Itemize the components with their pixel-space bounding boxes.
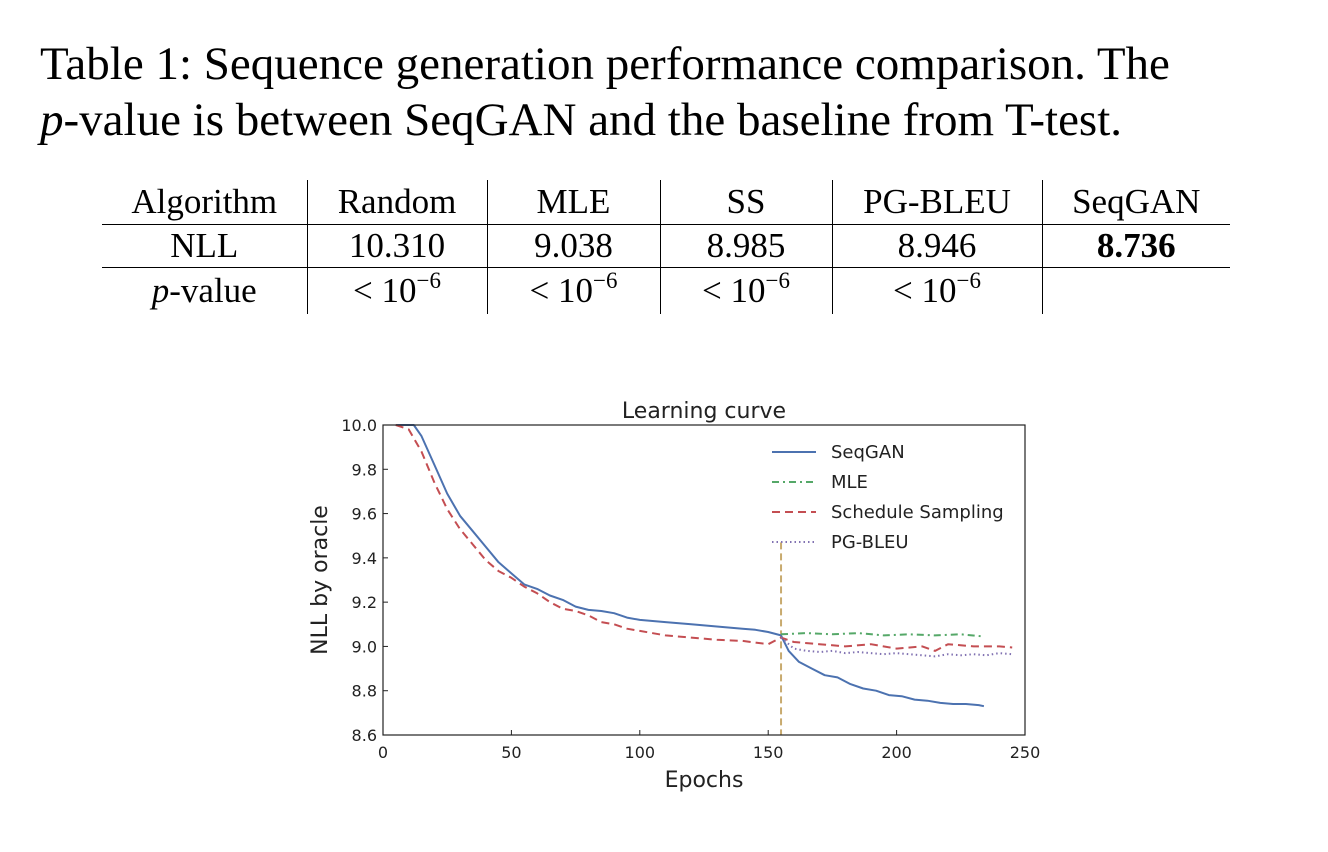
p-value-exponent: −6 bbox=[593, 268, 618, 293]
nll-ss: 8.985 bbox=[659, 224, 832, 268]
caption-p-symbol: p bbox=[40, 94, 64, 146]
table-row-p-value: p-value < 10−6 < 10−6 < 10−6 < 10−6 bbox=[102, 267, 1230, 315]
x-tick-label: 100 bbox=[625, 743, 656, 762]
p-value-seqgan bbox=[1041, 267, 1230, 314]
p-value-exponent: −6 bbox=[765, 268, 790, 293]
y-tick-label: 8.6 bbox=[352, 726, 377, 745]
p-value-pg-bleu: < 10−6 bbox=[831, 267, 1042, 314]
p-value-suffix: -value bbox=[169, 271, 257, 310]
y-tick-label: 9.4 bbox=[352, 549, 377, 568]
p-value-base: < 10 bbox=[702, 271, 766, 310]
p-value-exponent: −6 bbox=[956, 268, 981, 293]
p-value-base: < 10 bbox=[893, 271, 957, 310]
p-value-random: < 10−6 bbox=[306, 267, 487, 314]
header-algorithm: Algorithm bbox=[102, 180, 307, 225]
chart-title: Learning curve bbox=[622, 399, 786, 424]
x-tick-label: 50 bbox=[501, 743, 521, 762]
series-line-schedule-sampling bbox=[395, 424, 1013, 652]
p-value-exponent: −6 bbox=[416, 268, 441, 293]
header-seqgan: SeqGAN bbox=[1041, 180, 1230, 225]
x-tick-label: 200 bbox=[881, 743, 912, 762]
legend-label: Schedule Sampling bbox=[831, 502, 1004, 523]
y-tick-label: 9.6 bbox=[352, 505, 377, 524]
learning-curve-chart: Learning curve Epochs NLL by oracle 8.6 8.8 9… bbox=[308, 399, 1040, 793]
p-value-base: < 10 bbox=[353, 271, 417, 310]
plot-frame bbox=[382, 424, 1026, 736]
p-symbol: p bbox=[151, 271, 170, 310]
series-line-mle bbox=[780, 632, 984, 638]
nll-seqgan: 8.736 bbox=[1041, 224, 1230, 268]
results-table: Algorithm Random MLE SS PG-BLEU SeqGAN N… bbox=[102, 180, 1230, 314]
y-tick-label: 9.2 bbox=[352, 593, 377, 612]
y-axis-label: NLL by oracle bbox=[308, 505, 333, 655]
legend-label: MLE bbox=[831, 472, 868, 493]
p-value-ss: < 10−6 bbox=[659, 267, 832, 314]
x-tick-label: 0 bbox=[378, 743, 388, 762]
y-tick-label: 10.0 bbox=[341, 416, 377, 435]
caption-prefix: Table 1: Sequence generation performance… bbox=[40, 38, 1170, 90]
nll-mle: 9.038 bbox=[486, 224, 660, 268]
row-label-p-value: p-value bbox=[102, 268, 307, 315]
table-row-nll: NLL 10.310 9.038 8.985 8.946 8.736 bbox=[102, 224, 1230, 268]
nll-pg-bleu: 8.946 bbox=[831, 224, 1042, 268]
row-label-nll: NLL bbox=[102, 224, 307, 268]
header-ss: SS bbox=[659, 180, 832, 225]
header-pg-bleu: PG-BLEU bbox=[831, 180, 1042, 225]
table-caption: Table 1: Sequence generation performance… bbox=[40, 36, 1300, 148]
legend-label: PG-BLEU bbox=[831, 532, 909, 553]
header-random: Random bbox=[306, 180, 487, 225]
x-axis-label: Epochs bbox=[665, 768, 744, 793]
legend-label: SeqGAN bbox=[831, 442, 905, 463]
y-tick-label: 8.8 bbox=[352, 682, 377, 701]
header-mle: MLE bbox=[486, 180, 660, 225]
nll-random: 10.310 bbox=[306, 224, 487, 268]
x-tick-label: 250 bbox=[1010, 743, 1040, 762]
table-header-row: Algorithm Random MLE SS PG-BLEU SeqGAN bbox=[102, 180, 1230, 225]
y-tick-label: 9.8 bbox=[352, 460, 377, 479]
y-tick-label: 9.0 bbox=[352, 637, 377, 656]
x-tick-label: 150 bbox=[753, 743, 784, 762]
p-value-base: < 10 bbox=[529, 271, 594, 310]
p-value-mle: < 10−6 bbox=[486, 267, 660, 314]
caption-suffix: -value is between SeqGAN and the baselin… bbox=[63, 94, 1123, 146]
series-line-seqgan bbox=[395, 424, 985, 708]
